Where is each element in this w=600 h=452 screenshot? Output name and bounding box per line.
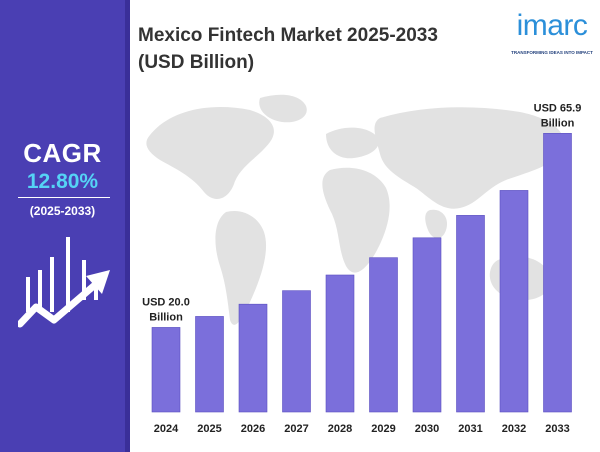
logo-tagline: TRANSFORMING IDEAS INTO IMPACT (511, 50, 593, 55)
bar-2029 (369, 257, 398, 413)
x-tick-label-2024: 2024 (154, 423, 179, 435)
bar-2032 (499, 190, 529, 413)
bar-2033 (543, 133, 572, 413)
bar-2031 (456, 215, 485, 413)
x-tick-label-2033: 2033 (545, 423, 569, 435)
cagr-value: 12.80% (26, 170, 99, 193)
x-tick-label-2027: 2027 (284, 423, 308, 435)
bar-2028 (325, 274, 355, 413)
cagr-sidebar: CAGR 12.80% (2025-2033) (0, 0, 130, 452)
x-tick-label-2032: 2032 (502, 423, 526, 435)
bar-2030 (412, 237, 442, 413)
growth-chart-arrow-icon (18, 237, 110, 328)
x-tick-label-2029: 2029 (371, 423, 395, 435)
x-tick-label-2026: 2026 (241, 423, 265, 435)
data-label-2024-line1: USD 20.0 (142, 296, 190, 308)
data-label-2033-line1: USD 65.9 (534, 102, 582, 114)
imarc-logo: imarc TRANSFORMING IDEAS INTO IMPACT (506, 4, 598, 58)
x-tick-label-2030: 2030 (415, 423, 439, 435)
bar-chart: 2024 2025 2026 2027 2028 2029 2030 2031 2032 2033… (142, 94, 581, 435)
logo-wordmark: imarc (516, 9, 588, 42)
chart-title: Mexico Fintech Market 2025-2033 (USD Bil… (138, 25, 438, 73)
cagr-period: (2025-2033) (29, 204, 96, 218)
data-label-2033-line2: Billion (541, 117, 575, 129)
sidebar-edge (125, 0, 130, 452)
bar-2026 (238, 303, 268, 413)
x-tick-label-2025: 2025 (197, 423, 221, 435)
bar-2024 (151, 327, 181, 413)
bar-2025 (195, 316, 224, 413)
bars-layer: 2024 2025 2026 2027 2028 2029 2030 2031 2032 2033… (142, 102, 581, 435)
cagr-divider (18, 197, 110, 198)
x-tick-label-2028: 2028 (328, 423, 352, 435)
cagr-label: CAGR (23, 138, 102, 168)
bar-2027 (282, 290, 311, 413)
data-label-2024-line2: Billion (149, 311, 183, 323)
x-tick-label-2031: 2031 (458, 423, 482, 435)
